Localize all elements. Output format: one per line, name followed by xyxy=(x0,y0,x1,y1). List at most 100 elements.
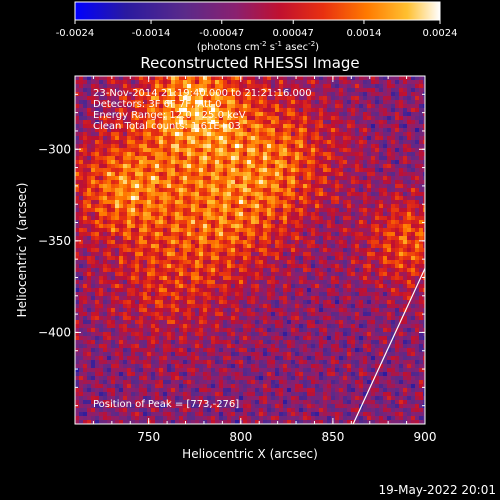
heatmap-cell xyxy=(407,108,411,112)
heatmap-cell xyxy=(255,84,259,88)
heatmap-cell xyxy=(343,172,347,176)
heatmap-cell xyxy=(107,280,111,284)
heatmap-cell xyxy=(403,292,407,296)
heatmap-cell xyxy=(99,300,103,304)
heatmap-cell xyxy=(399,108,403,112)
heatmap-cell xyxy=(127,132,131,136)
heatmap-cell xyxy=(411,140,415,144)
heatmap-cell xyxy=(299,292,303,296)
heatmap-cell xyxy=(215,180,219,184)
heatmap-cell xyxy=(303,108,307,112)
heatmap-cell xyxy=(167,164,171,168)
heatmap-cell xyxy=(371,160,375,164)
heatmap-cell xyxy=(163,240,167,244)
heatmap-cell xyxy=(335,144,339,148)
heatmap-cell xyxy=(215,116,219,120)
heatmap-cell xyxy=(159,84,163,88)
heatmap-cell xyxy=(155,288,159,292)
heatmap-cell xyxy=(199,260,203,264)
heatmap-cell xyxy=(407,256,411,260)
heatmap-cell xyxy=(147,228,151,232)
heatmap-cell xyxy=(107,176,111,180)
heatmap-cell xyxy=(135,244,139,248)
heatmap-cell xyxy=(315,228,319,232)
heatmap-cell xyxy=(419,92,423,96)
heatmap-cell xyxy=(211,136,215,140)
heatmap-cell xyxy=(223,256,227,260)
heatmap-cell xyxy=(275,300,279,304)
heatmap-cell xyxy=(179,116,183,120)
heatmap-cell xyxy=(171,84,175,88)
heatmap-cell xyxy=(403,256,407,260)
heatmap-cell xyxy=(423,200,425,204)
heatmap-cell xyxy=(175,284,179,288)
heatmap-cell xyxy=(123,120,127,124)
heatmap-cell xyxy=(199,172,203,176)
heatmap-cell xyxy=(251,232,255,236)
heatmap-cell xyxy=(239,108,243,112)
heatmap-cell xyxy=(75,148,79,152)
heatmap-cell xyxy=(243,284,247,288)
heatmap-cell xyxy=(287,240,291,244)
heatmap-cell xyxy=(223,216,227,220)
heatmap-cell xyxy=(99,284,103,288)
heatmap-cell xyxy=(235,256,239,260)
heatmap-cell xyxy=(283,288,287,292)
heatmap-cell xyxy=(203,124,207,128)
heatmap-cell xyxy=(263,292,267,296)
heatmap-cell xyxy=(99,112,103,116)
heatmap-cell xyxy=(243,280,247,284)
heatmap-cell xyxy=(231,268,235,272)
heatmap-cell xyxy=(291,280,295,284)
heatmap-cell xyxy=(319,280,323,284)
heatmap-cell xyxy=(103,248,107,252)
heatmap-cell xyxy=(219,268,223,272)
heatmap-cell xyxy=(391,292,395,296)
heatmap-cell xyxy=(79,288,83,292)
heatmap-cell xyxy=(299,264,303,268)
heatmap-cell xyxy=(303,116,307,120)
heatmap-cell xyxy=(299,96,303,100)
heatmap-cell xyxy=(399,156,403,160)
heatmap-cell xyxy=(91,124,95,128)
heatmap-cell xyxy=(91,240,95,244)
heatmap-cell xyxy=(359,108,363,112)
heatmap-cell xyxy=(359,116,363,120)
heatmap-cell xyxy=(155,136,159,140)
heatmap-cell xyxy=(95,184,99,188)
heatmap-cell xyxy=(279,112,283,116)
heatmap-cell xyxy=(395,152,399,156)
heatmap-cell xyxy=(263,188,267,192)
heatmap-cell xyxy=(391,168,395,172)
heatmap-cell xyxy=(243,124,247,128)
heatmap-cell xyxy=(419,156,423,160)
heatmap-cell xyxy=(343,76,347,80)
heatmap-cell xyxy=(139,144,143,148)
heatmap-cell xyxy=(103,156,107,160)
heatmap-cell xyxy=(351,220,355,224)
heatmap-cell xyxy=(87,124,91,128)
heatmap-cell xyxy=(235,108,239,112)
heatmap-cell xyxy=(395,232,399,236)
heatmap-cell xyxy=(203,244,207,248)
heatmap-cell xyxy=(295,168,299,172)
heatmap-cell xyxy=(183,120,187,124)
heatmap-cell xyxy=(231,260,235,264)
heatmap-cell xyxy=(115,116,119,120)
heatmap-cell xyxy=(119,168,123,172)
heatmap-cell xyxy=(83,80,87,84)
heatmap-cell xyxy=(207,168,211,172)
heatmap-cell xyxy=(123,196,127,200)
heatmap-cell xyxy=(343,280,347,284)
heatmap-cell xyxy=(403,216,407,220)
heatmap-cell xyxy=(175,292,179,296)
heatmap-cell xyxy=(359,224,363,228)
heatmap-cell xyxy=(351,224,355,228)
heatmap-cell xyxy=(327,216,331,220)
heatmap-cell xyxy=(175,220,179,224)
heatmap-cell xyxy=(135,152,139,156)
heatmap-cell xyxy=(319,140,323,144)
heatmap-cell xyxy=(215,236,219,240)
heatmap-cell xyxy=(319,180,323,184)
heatmap-cell xyxy=(403,88,407,92)
